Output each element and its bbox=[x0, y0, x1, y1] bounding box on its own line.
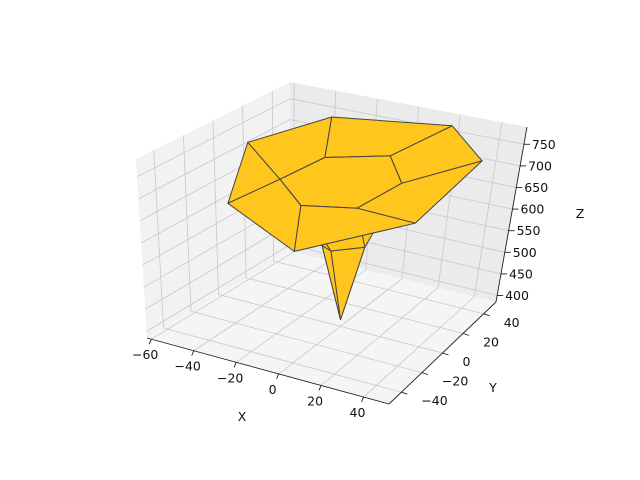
x-tick-mark bbox=[191, 350, 195, 356]
surface-face bbox=[293, 205, 416, 252]
x-tick-label: 20 bbox=[307, 394, 323, 409]
x-tick-label: −20 bbox=[217, 370, 243, 385]
z-tick-label: 450 bbox=[509, 266, 533, 281]
z-axis-line bbox=[495, 126, 528, 303]
y-grid-floor bbox=[163, 327, 402, 393]
z-grid-left bbox=[136, 98, 291, 178]
y-tick-label: −20 bbox=[442, 374, 468, 389]
y-tick-label: 40 bbox=[504, 315, 520, 330]
y-grid-left bbox=[153, 150, 164, 328]
y-axis-label: Y bbox=[488, 380, 497, 395]
x-tick-mark bbox=[361, 396, 364, 403]
z-grid-left bbox=[146, 244, 291, 332]
x-tick-label: 40 bbox=[350, 405, 366, 420]
y-grid-floor bbox=[218, 294, 443, 354]
y-tick-label: 0 bbox=[463, 354, 471, 369]
y-tick-label: −40 bbox=[421, 393, 447, 408]
y-tick-mark bbox=[462, 332, 470, 336]
x-tick-label: −60 bbox=[132, 347, 158, 362]
x-tick-label: 0 bbox=[269, 382, 277, 397]
x-axis-label: X bbox=[238, 409, 247, 424]
y-grid-floor bbox=[245, 277, 464, 334]
z-tick-label: 750 bbox=[532, 137, 556, 152]
z-grid-left bbox=[145, 223, 291, 310]
z-tick-label: 550 bbox=[517, 223, 541, 238]
y-tick-mark bbox=[401, 391, 408, 395]
x-tick-mark bbox=[148, 338, 152, 345]
z-grid-left bbox=[138, 119, 291, 200]
z-tick-label: 600 bbox=[521, 202, 545, 217]
y-tick-mark bbox=[442, 352, 449, 356]
x-tick-label: −40 bbox=[175, 359, 201, 374]
y-grid-left bbox=[212, 120, 219, 295]
axis-ticks: −60 −40 −20 0 20 40 −40 −20 0 20 40 400 450 500 550 600… bbox=[132, 137, 556, 420]
y-grid-floor bbox=[190, 310, 423, 374]
z-tick-label: 650 bbox=[524, 180, 548, 195]
axis-labels: X Y Z bbox=[238, 206, 585, 424]
x-tick-mark bbox=[318, 385, 322, 391]
y-tick-mark bbox=[483, 313, 490, 317]
z-grid-back bbox=[289, 98, 525, 145]
y-grid-floor bbox=[273, 260, 484, 315]
x-grid-back bbox=[473, 122, 503, 297]
x-tick-mark bbox=[233, 362, 237, 368]
surface-mesh bbox=[227, 116, 483, 321]
z-tick-label: 700 bbox=[528, 158, 552, 173]
x-tick-mark bbox=[276, 373, 280, 380]
pane-floor bbox=[147, 251, 496, 404]
z-axis-label: Z bbox=[576, 206, 585, 221]
z-tick-label: 400 bbox=[505, 288, 529, 303]
y-tick-mark bbox=[421, 372, 429, 376]
y-grid-left bbox=[182, 135, 192, 312]
z-tick-label: 500 bbox=[513, 245, 537, 260]
x-axis-line bbox=[146, 337, 390, 405]
y-tick-label: 20 bbox=[483, 334, 499, 349]
